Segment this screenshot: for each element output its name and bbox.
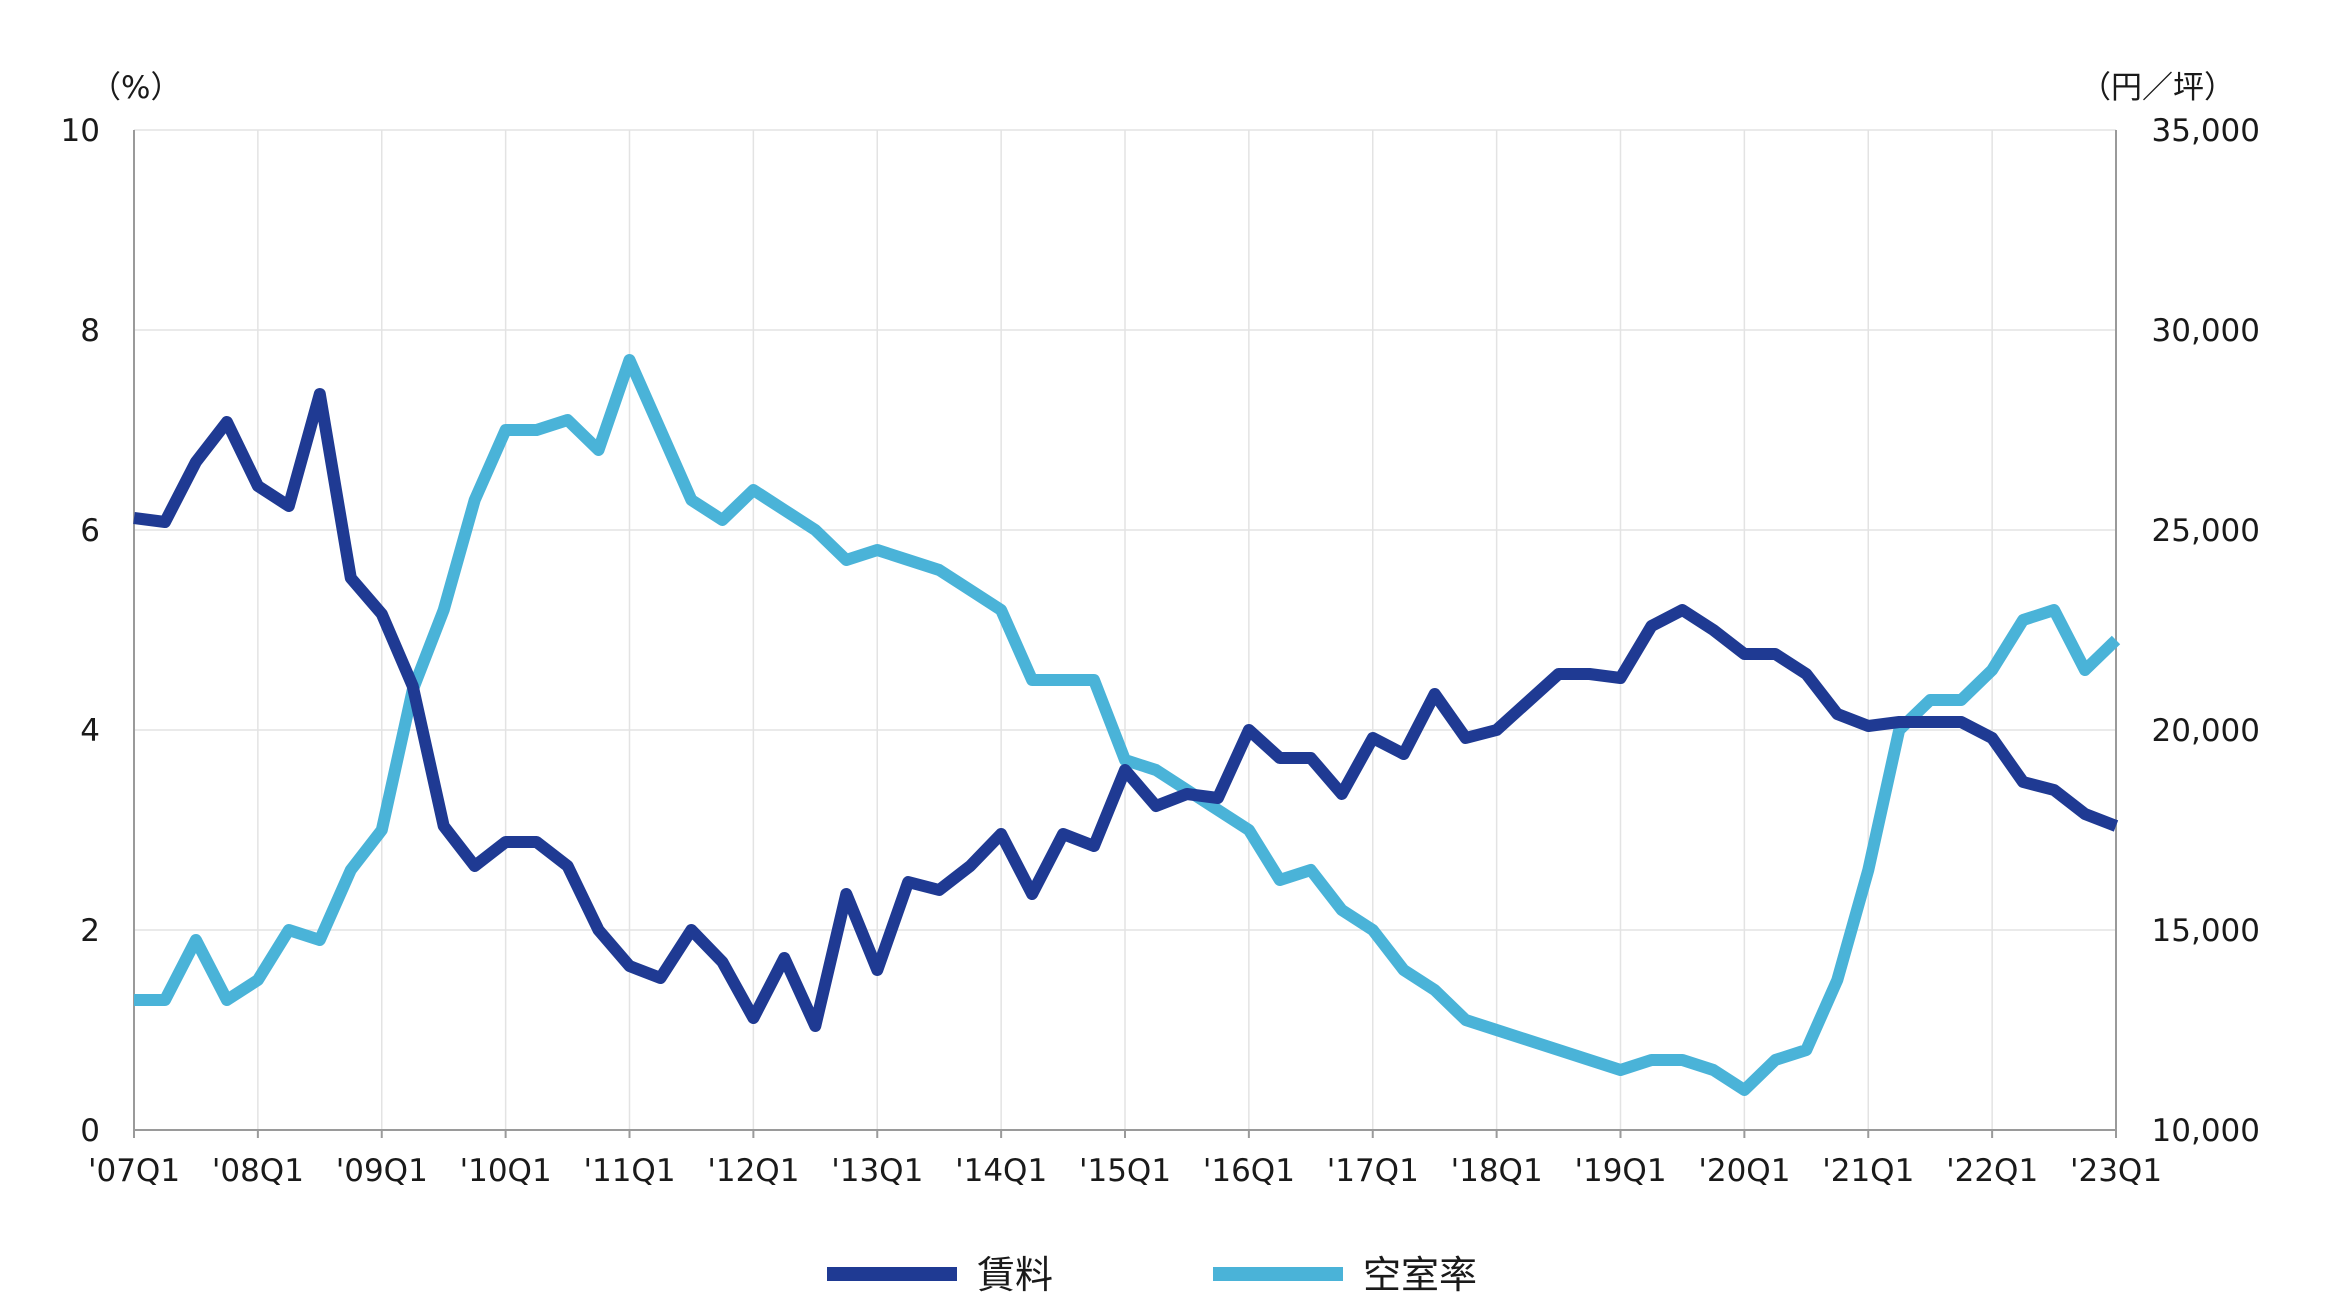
right-tick-label: 30,000 <box>2152 313 2260 349</box>
left-axis-unit: （%） <box>90 70 181 106</box>
x-tick-label: '17Q1 <box>1327 1153 1419 1189</box>
x-tick-label: '19Q1 <box>1574 1153 1666 1189</box>
x-tick-label: '12Q1 <box>707 1153 799 1189</box>
x-tick-label: '18Q1 <box>1451 1153 1543 1189</box>
x-axis-ticks: '07Q1 '08Q1 '09Q1 '10Q1 '11Q1 '12Q1 '13Q1 '14Q1… <box>88 1130 2162 1189</box>
right-tick-label: 20,000 <box>2152 713 2260 749</box>
right-tick-label: 25,000 <box>2152 513 2260 549</box>
x-tick-label: '16Q1 <box>1203 1153 1295 1189</box>
x-tick-label: '08Q1 <box>212 1153 304 1189</box>
right-axis-unit: （円／坪） <box>2080 70 2235 106</box>
x-tick-label: '07Q1 <box>88 1153 180 1189</box>
left-tick-label: 8 <box>80 313 100 349</box>
right-tick-label: 35,000 <box>2152 113 2260 149</box>
left-tick-label: 10 <box>61 113 100 149</box>
x-tick-label: '23Q1 <box>2070 1153 2162 1189</box>
x-tick-label: '22Q1 <box>1946 1153 2038 1189</box>
x-tick-label: '09Q1 <box>336 1153 428 1189</box>
legend: 賃料 空室率 <box>827 1253 1477 1297</box>
left-axis-ticks: 0 2 4 6 8 10 <box>61 113 100 1149</box>
right-axis-ticks: 10,000 15,000 20,000 25,000 30,000 35,000 <box>2152 113 2260 1149</box>
right-tick-label: 15,000 <box>2152 913 2260 949</box>
x-tick-label: '15Q1 <box>1079 1153 1171 1189</box>
series-line-rent <box>133 388 2119 1032</box>
x-tick-label: '10Q1 <box>460 1153 552 1189</box>
legend-label-vacancy: 空室率 <box>1363 1253 1477 1297</box>
series-layer <box>133 354 2121 1096</box>
left-tick-label: 2 <box>80 913 100 949</box>
x-tick-label: '11Q1 <box>583 1153 675 1189</box>
x-tick-label: '21Q1 <box>1822 1153 1914 1189</box>
left-tick-label: 6 <box>80 513 100 549</box>
x-tick-label: '20Q1 <box>1698 1153 1790 1189</box>
x-tick-label: '14Q1 <box>955 1153 1047 1189</box>
left-tick-label: 4 <box>80 713 100 749</box>
legend-label-rent: 賃料 <box>977 1253 1053 1297</box>
right-tick-label: 10,000 <box>2152 1113 2260 1149</box>
x-tick-label: '13Q1 <box>831 1153 923 1189</box>
left-tick-label: 0 <box>80 1113 100 1149</box>
series-line-vacancy <box>134 354 2121 1096</box>
